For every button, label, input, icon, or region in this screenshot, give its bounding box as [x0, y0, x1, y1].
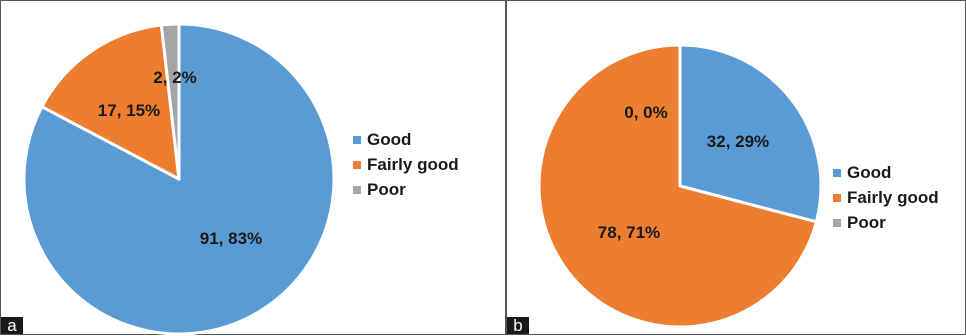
- legend-label-fairly-good: Fairly good: [847, 187, 939, 207]
- legend-swatch-fairly-good: [353, 160, 361, 169]
- pie-slice-good: [678, 43, 823, 224]
- legend-item-poor: Poor: [833, 210, 939, 235]
- data-label-poor: 0, 0%: [624, 103, 667, 122]
- pie-slice-poor: [159, 22, 181, 181]
- legend-a: Good Fairly good Poor: [353, 127, 459, 202]
- legend-swatch-good: [833, 168, 841, 177]
- pie-slice-fairly-good: [537, 43, 818, 329]
- data-label-good: 91, 83%: [200, 229, 262, 248]
- legend-label-poor: Poor: [847, 212, 886, 232]
- legend-item-poor: Poor: [353, 177, 459, 202]
- data-label-poor: 2, 2%: [153, 68, 196, 87]
- legend-b: Good Fairly good Poor: [833, 160, 939, 235]
- legend-swatch-good: [353, 135, 361, 144]
- legend-label-good: Good: [367, 129, 412, 149]
- legend-swatch-fairly-good: [833, 193, 841, 202]
- pie-chart-b: 32, 29% 78, 71% 0, 0%: [537, 43, 823, 329]
- legend-swatch-poor: [833, 218, 841, 227]
- pie-chart-a: 91, 83% 17, 15% 2, 2%: [22, 22, 336, 336]
- chart-panel-a: 91, 83% 17, 15% 2, 2% Good Fairly good Poo…: [0, 0, 506, 336]
- data-label-fairly-good: 78, 71%: [598, 223, 660, 242]
- legend-label-poor: Poor: [367, 179, 406, 199]
- pie-slice-fairly-good: [40, 23, 181, 181]
- data-label-good: 32, 29%: [707, 132, 769, 151]
- legend-swatch-poor: [353, 185, 361, 194]
- panel-label-b: b: [507, 317, 529, 334]
- legend-label-fairly-good: Fairly good: [367, 154, 459, 174]
- panel-label-a: a: [1, 317, 23, 334]
- legend-item-fairly-good: Fairly good: [353, 152, 459, 177]
- legend-item-good: Good: [833, 160, 939, 185]
- legend-label-good: Good: [847, 162, 892, 182]
- data-label-fairly-good: 17, 15%: [98, 101, 160, 120]
- legend-item-good: Good: [353, 127, 459, 152]
- legend-item-fairly-good: Fairly good: [833, 185, 939, 210]
- chart-panel-b: 32, 29% 78, 71% 0, 0% Good Fairly good Poo…: [506, 0, 966, 335]
